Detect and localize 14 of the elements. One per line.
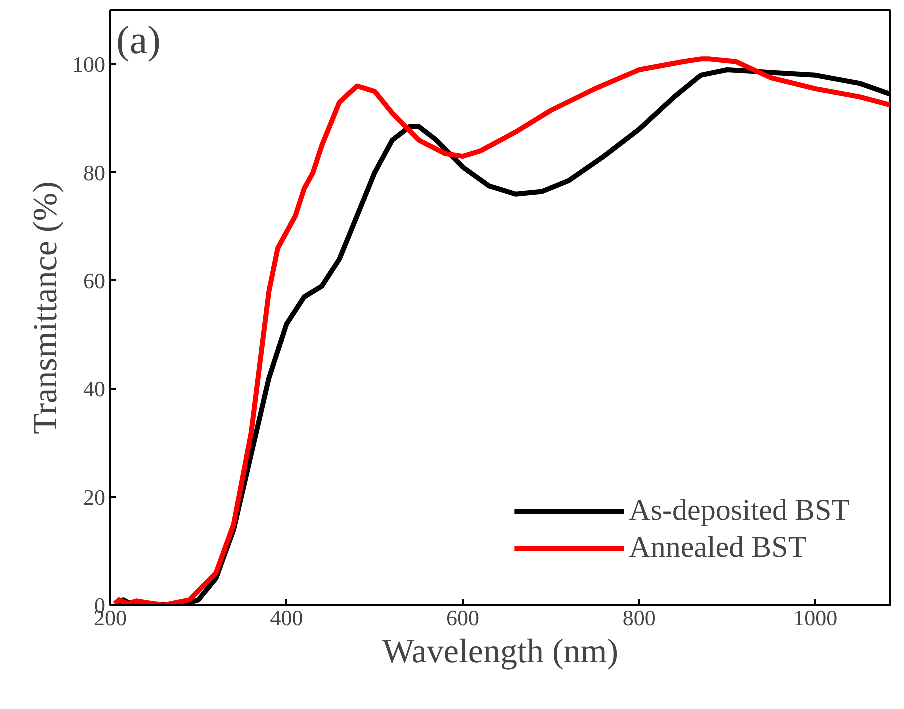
x-tick-label: 1000: [794, 606, 838, 630]
x-axis-title: Wavelength (nm): [382, 634, 619, 670]
y-tick-label: 100: [72, 52, 106, 78]
x-tick-label: 400: [270, 606, 304, 630]
x-tick-label: 800: [622, 606, 656, 630]
legend-label: Annealed BST: [629, 531, 807, 565]
y-tick-label: 60: [84, 268, 106, 294]
x-tick-label: 600: [446, 606, 480, 630]
y-tick-label: 80: [84, 160, 106, 186]
y-axis-title: Transmittance (%): [28, 182, 64, 434]
legend-label: As-deposited BST: [629, 494, 850, 528]
annotation: (a): [116, 18, 161, 62]
y-tick-label: 40: [84, 376, 106, 402]
y-tick-label: 20: [84, 484, 106, 510]
